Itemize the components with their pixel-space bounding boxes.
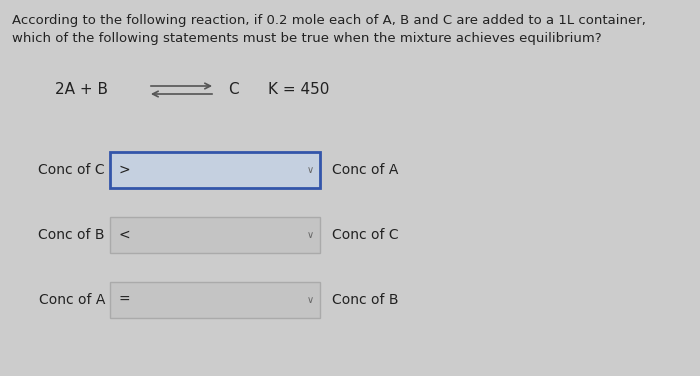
Text: K = 450: K = 450 — [268, 82, 330, 97]
Text: =: = — [118, 293, 130, 307]
Text: Conc of C: Conc of C — [332, 228, 398, 242]
Text: Conc of C: Conc of C — [38, 163, 105, 177]
Text: <: < — [118, 228, 130, 242]
Bar — [110, 152, 320, 188]
Text: ∨: ∨ — [307, 165, 314, 175]
Text: According to the following reaction, if 0.2 mole each of A, B and C are added to: According to the following reaction, if … — [12, 14, 646, 27]
Text: Conc of B: Conc of B — [332, 293, 398, 307]
Text: which of the following statements must be true when the mixture achieves equilib: which of the following statements must b… — [12, 32, 601, 45]
Text: Conc of A: Conc of A — [332, 163, 398, 177]
Bar — [110, 217, 320, 253]
Text: ∨: ∨ — [307, 230, 314, 240]
Text: Conc of A: Conc of A — [38, 293, 105, 307]
Text: C: C — [228, 82, 239, 97]
Text: 2A + B: 2A + B — [55, 82, 108, 97]
Bar — [110, 282, 320, 318]
Text: >: > — [118, 163, 130, 177]
Text: Conc of B: Conc of B — [38, 228, 105, 242]
Text: ∨: ∨ — [307, 295, 314, 305]
